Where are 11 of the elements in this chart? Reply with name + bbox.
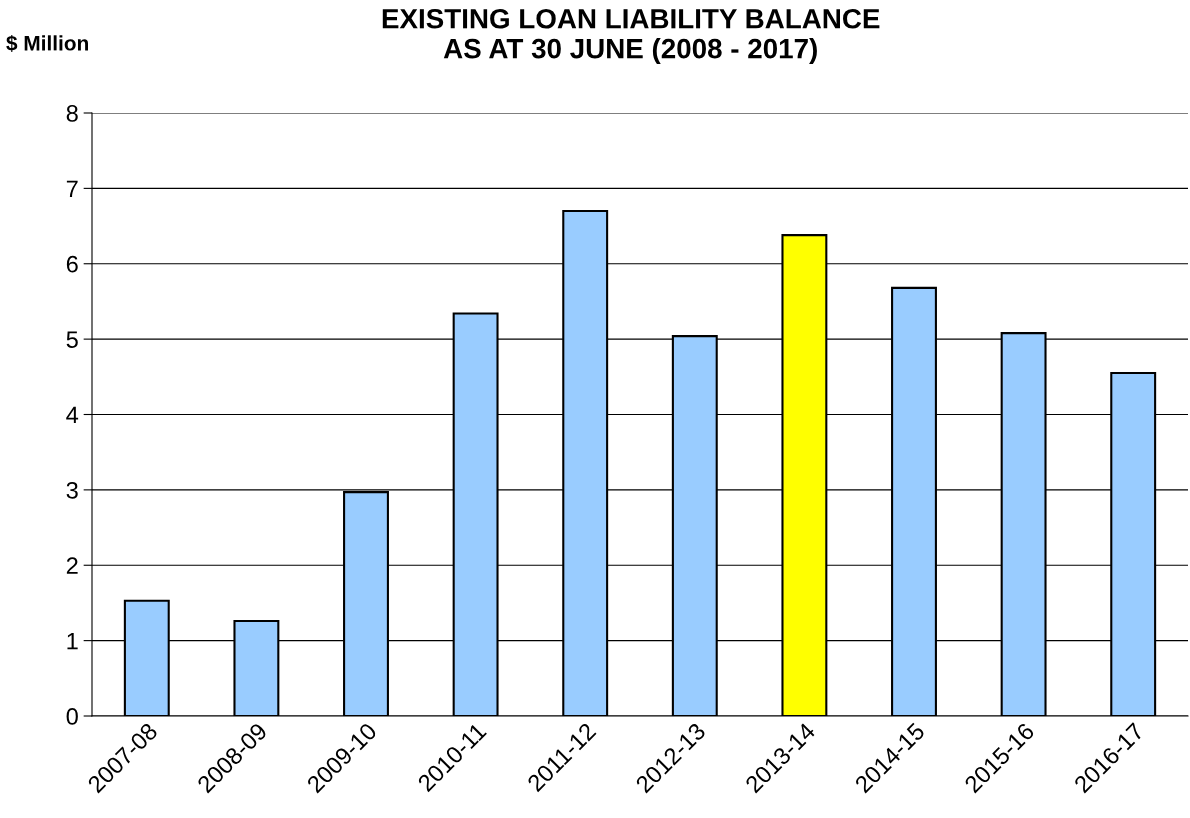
y-tick-label: 5 (66, 331, 78, 348)
y-tick-label: 3 (66, 481, 78, 499)
y-tick-label: 8 (66, 105, 78, 122)
y-axis-title: $ Million (6, 34, 88, 52)
y-tick-label: 1 (67, 632, 78, 650)
y-tick-label: 0 (66, 708, 78, 725)
y-tick-label: 4 (66, 406, 79, 424)
y-tick-label: 6 (66, 255, 78, 273)
y-tick-label: 2 (66, 557, 78, 574)
y-tick-label: 7 (66, 180, 78, 197)
chart-title: EXISTING LOAN LIABILITY BALANCE AS AT 30 JUNE (2008 - 2017) (382, 8, 880, 64)
